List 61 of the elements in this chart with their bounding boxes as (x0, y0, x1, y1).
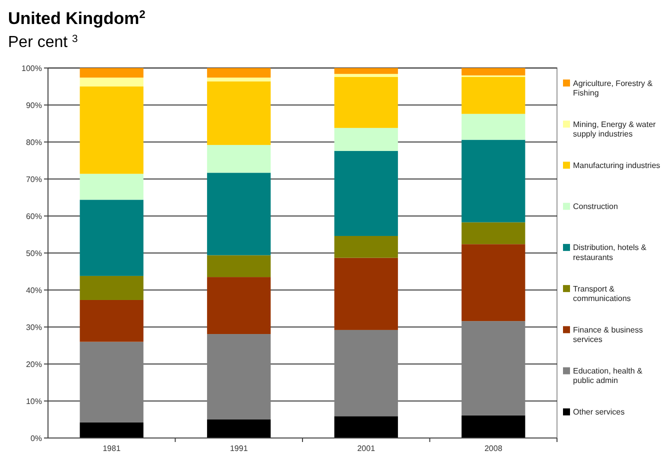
bar (334, 150, 398, 236)
y-tick-label: 20% (26, 360, 42, 369)
bar (207, 420, 271, 438)
y-tick-label: 60% (26, 212, 42, 221)
y-tick-label: 30% (26, 322, 42, 332)
legend-label: Distribution, hotels & restaurants (573, 243, 648, 262)
bar (462, 76, 526, 114)
bar (334, 416, 398, 438)
legend-label: Mining, Energy & water supply industries (573, 120, 656, 139)
x-tick-label: 2008 (484, 444, 503, 452)
y-tick-label: 50% (26, 248, 42, 258)
bar (207, 78, 271, 82)
y-tick-label: 40% (26, 286, 42, 295)
bar (80, 300, 144, 342)
bar (334, 128, 398, 151)
bar (80, 422, 144, 438)
bar (334, 330, 398, 416)
legend-label: Construction (573, 202, 618, 212)
bar (80, 68, 144, 78)
bar (207, 277, 271, 334)
bar (334, 258, 398, 330)
bar (462, 244, 526, 322)
bar (207, 255, 271, 278)
x-tick-label: 1981 (102, 444, 122, 452)
legend-label: Manufacturing industries (573, 161, 660, 170)
bar (80, 342, 144, 422)
bar (80, 78, 144, 86)
bar (80, 86, 144, 174)
bar (207, 81, 271, 145)
bar (207, 144, 271, 173)
bar (462, 321, 526, 416)
y-tick-label: 90% (26, 100, 42, 110)
bar (207, 172, 271, 256)
y-tick-label: 10% (26, 396, 42, 406)
bar (80, 174, 144, 200)
bar (334, 74, 398, 77)
bar (462, 222, 526, 244)
bar (334, 236, 398, 258)
chart-title: United Kingdom$^{2}$ (8, 9, 146, 28)
bar (462, 114, 526, 140)
bar (462, 415, 526, 438)
bar (80, 276, 144, 300)
bar (207, 334, 271, 420)
chart-subtitle: Per cent $^{3}$ (8, 34, 78, 51)
bar (334, 76, 398, 128)
bar (334, 68, 398, 74)
legend-label: Education, health & public admin (573, 366, 644, 386)
legend-label: Transport & communications (573, 284, 631, 303)
bar (80, 200, 144, 276)
y-tick-label: 80% (26, 138, 42, 147)
legend-label: Other services (573, 408, 625, 417)
y-tick-label: 70% (26, 174, 42, 184)
legend-label: Finance & business services (573, 325, 643, 344)
bar (207, 68, 271, 78)
legend-label: Agriculture, Forestry & Fishing (573, 78, 654, 98)
bar (462, 140, 526, 222)
bar (462, 68, 526, 76)
x-tick-label: 1991 (230, 444, 248, 452)
y-tick-label: 0% (30, 434, 42, 443)
y-tick-label: 100% (22, 64, 42, 73)
x-tick-label: 2001 (357, 444, 376, 452)
